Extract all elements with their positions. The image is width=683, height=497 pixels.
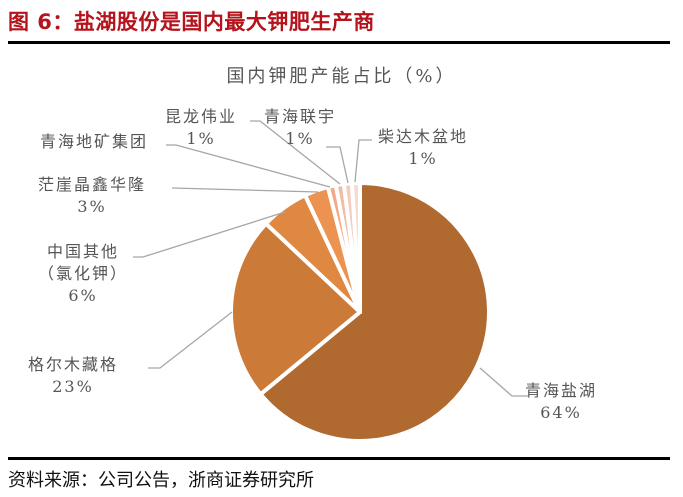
pie-slice <box>258 181 491 443</box>
label-zgqt: 中国其他 （氯化钾） 6% <box>38 242 129 305</box>
label-my: 茫崖晶鑫华隆 3% <box>38 175 147 216</box>
label-cdm: 柴达木盆地 1% <box>378 127 469 168</box>
figure-title: 图 6：盐湖股份是国内最大钾肥生产商 <box>8 10 375 34</box>
label-klwy: 昆龙伟业 1% <box>165 107 238 148</box>
label-qhdk: 青海地矿集团 <box>40 132 149 151</box>
label-gem: 格尔木藏格 23% <box>28 355 119 396</box>
leader-my <box>171 187 319 193</box>
leader-gem <box>148 311 233 369</box>
leader-cdm <box>354 139 372 183</box>
leader-lines <box>133 120 528 397</box>
leader-qhyh <box>479 367 528 397</box>
label-qhyh: 青海盐湖 64% <box>525 381 598 422</box>
label-qhly: 青海联宇 1% <box>264 107 337 148</box>
leader-qhdk <box>166 144 331 188</box>
source-note: 资料来源：公司公告，浙商证券研究所 <box>8 470 314 491</box>
pie-slice <box>349 181 362 314</box>
leader-qhly <box>326 146 349 184</box>
chart-title: 国内钾肥产能占比（%） <box>226 66 457 87</box>
bottom-rule <box>8 457 670 460</box>
pie-slice <box>229 221 362 397</box>
pie-slices <box>229 181 491 443</box>
top-rule <box>8 41 670 44</box>
leader-zgqt <box>133 211 286 258</box>
leader-klwy <box>250 120 341 185</box>
